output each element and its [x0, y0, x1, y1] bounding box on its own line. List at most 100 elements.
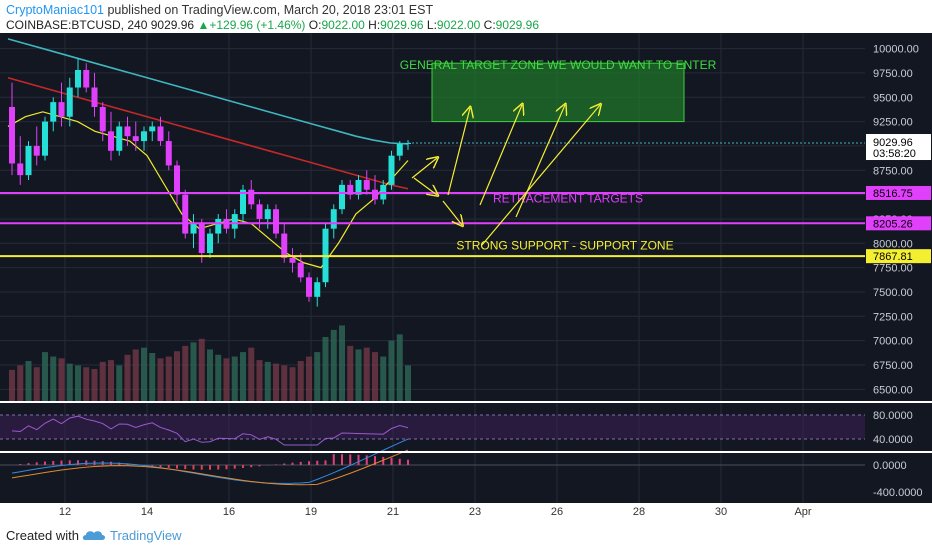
price-tick-label: 9250.00	[873, 117, 913, 129]
tradingview-brand[interactable]: TradingView	[110, 528, 182, 543]
candle-body	[281, 233, 288, 258]
time-tick-label: 28	[633, 506, 645, 518]
volume-bar	[132, 349, 139, 401]
volume-bar	[165, 356, 172, 401]
volume-bar	[190, 342, 197, 401]
macd-histogram-bar	[250, 465, 253, 468]
volume-bar	[9, 369, 15, 401]
candle-body	[256, 204, 263, 219]
macd-histogram-bar	[85, 460, 88, 465]
candle-body	[157, 126, 164, 142]
macd-histogram-bar	[209, 465, 211, 470]
volume-bar	[297, 361, 304, 401]
volume-bar	[380, 356, 387, 401]
rsi-tick-label: 80.0000	[873, 410, 913, 422]
price-axis	[865, 33, 932, 503]
price-tick-label: 9500.00	[873, 92, 913, 104]
moving-average-line	[7, 38, 409, 145]
candle-body	[198, 223, 205, 254]
volume-bar	[363, 347, 370, 401]
macd-histogram-bar	[200, 465, 203, 470]
projection-arrow	[515, 105, 565, 218]
candle-body	[273, 209, 279, 234]
open-value: 9022.00	[321, 18, 365, 32]
price-tick-label: 10000.00	[873, 44, 919, 56]
macd-histogram-bar	[291, 462, 294, 465]
volume-bar	[157, 358, 164, 401]
time-tick-label: 16	[223, 506, 235, 518]
author-link[interactable]: CryptoManiac101	[6, 3, 104, 17]
publish-line: CryptoManiac101 published on TradingView…	[6, 3, 433, 17]
macd-signal-line	[11, 449, 409, 486]
level-price-label: 8205.26	[873, 218, 913, 230]
rsi-band	[0, 415, 865, 439]
macd-histogram-bar	[233, 465, 236, 469]
volume-bar	[355, 349, 362, 401]
volume-bar	[91, 369, 98, 401]
volume-bar	[322, 337, 329, 401]
volume-bar	[306, 356, 312, 401]
candle-body	[75, 69, 81, 88]
rsi-tick-label: 40.0000	[873, 434, 913, 446]
time-tick-label: 21	[387, 506, 399, 518]
candle-body	[330, 209, 337, 229]
macd-histogram-bar	[299, 461, 302, 465]
macd-histogram-bar	[77, 460, 79, 465]
price-tick-label: 7500.00	[873, 287, 913, 299]
volume-bar	[124, 354, 131, 401]
projection-arrow	[442, 200, 462, 225]
volume-bar	[116, 365, 123, 401]
footer: Created with TradingView	[0, 519, 932, 550]
price-tick-label: 6750.00	[873, 360, 913, 372]
candle-body	[25, 145, 32, 176]
volume-bar	[198, 338, 205, 401]
macd-histogram-bar	[192, 465, 195, 470]
volume-bar	[25, 361, 32, 401]
volume-bar	[330, 329, 337, 401]
candle-body	[396, 143, 403, 156]
volume-bar	[17, 365, 24, 401]
candle-body	[58, 102, 65, 117]
symbol-label: COINBASE:BTCUSD, 240	[6, 18, 148, 32]
volume-bar	[182, 345, 189, 401]
time-tick-label: 26	[551, 506, 563, 518]
tradingview-logo-icon	[82, 531, 105, 540]
candle-body	[314, 282, 321, 297]
volume-bar	[66, 363, 73, 401]
price-chart[interactable]: 10000.009750.009500.009250.009000.008750…	[0, 33, 932, 519]
projection-arrow	[481, 105, 600, 246]
high-label: H:	[368, 18, 381, 32]
projection-arrow	[447, 108, 470, 196]
candle-body	[248, 189, 255, 205]
candle-body	[108, 131, 114, 151]
candle-body	[141, 131, 147, 142]
candle-body	[306, 277, 312, 297]
volume-bar	[231, 356, 238, 401]
candle-body	[297, 262, 304, 278]
ohlc-line: COINBASE:BTCUSD, 240 9029.96 ▲+129.96 (+…	[6, 18, 539, 32]
price-tick-label: 8750.00	[873, 165, 913, 177]
macd-histogram-bar	[225, 465, 228, 470]
current-price-label: 9029.96	[873, 137, 913, 149]
price-tick-label: 8000.00	[873, 238, 913, 250]
volume-bar	[83, 367, 90, 401]
price-tick-label: 7000.00	[873, 336, 913, 348]
level-price-tag	[866, 216, 931, 231]
volume-bar	[339, 325, 345, 401]
macd-histogram-bar	[324, 460, 327, 465]
volume-bar	[75, 365, 81, 401]
candle-body	[388, 155, 395, 185]
macd-histogram-bar	[151, 465, 154, 467]
candle-body	[9, 106, 15, 164]
volume-bar	[108, 360, 114, 401]
candle-body	[355, 180, 362, 195]
target-zone-label: GENERAL TARGET ZONE WE WOULD WANT TO ENT…	[400, 58, 717, 72]
countdown-label: 03:58:20	[873, 148, 916, 160]
volume-bar	[58, 358, 65, 401]
high-value: 9029.96	[380, 18, 424, 32]
time-tick-label: 23	[469, 506, 481, 518]
candle-body	[124, 126, 131, 137]
macd-histogram-bar	[258, 465, 261, 467]
price-tick-label: 7250.00	[873, 311, 913, 323]
candle-body	[264, 209, 271, 219]
